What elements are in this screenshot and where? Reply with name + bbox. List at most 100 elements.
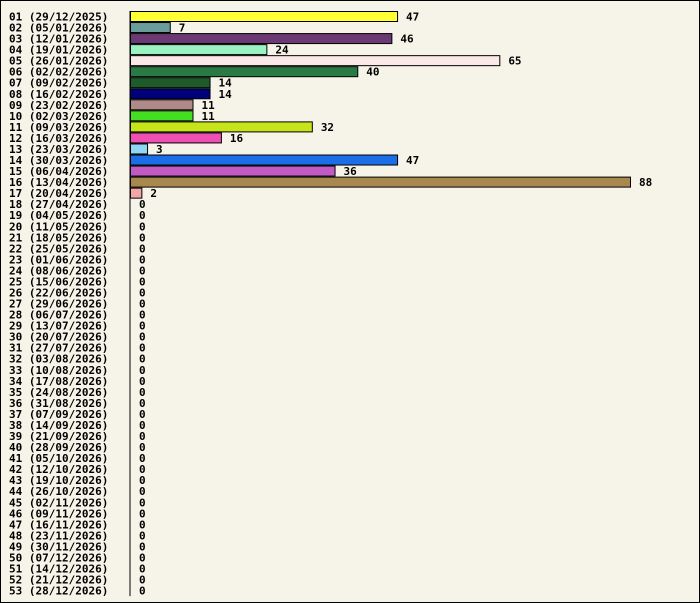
value-label: 0 [139, 264, 146, 277]
value-label: 0 [139, 507, 146, 520]
value-label: 0 [139, 485, 146, 498]
value-label: 14 [219, 88, 233, 101]
value-label: 0 [139, 529, 146, 542]
bar [130, 77, 211, 89]
value-label: 0 [139, 298, 146, 311]
category-label: 06 (02/02/2026) [9, 66, 108, 79]
value-label: 0 [139, 430, 146, 443]
value-label: 0 [139, 563, 146, 576]
category-label: 32 (03/08/2026) [9, 353, 108, 366]
category-label: 37 (07/09/2026) [9, 408, 108, 421]
value-label: 40 [366, 66, 379, 79]
bar [130, 88, 211, 100]
value-label: 24 [275, 44, 289, 57]
category-label: 49 (30/11/2026) [9, 540, 108, 553]
category-label: 08 (16/02/2026) [9, 88, 108, 101]
category-label: 07 (09/02/2026) [9, 77, 108, 90]
category-label: 42 (12/10/2026) [9, 463, 108, 476]
value-label: 0 [139, 397, 146, 410]
category-label: 28 (06/07/2026) [9, 309, 108, 322]
category-label: 31 (27/07/2026) [9, 342, 108, 355]
value-label: 7 [179, 22, 186, 35]
value-label: 32 [321, 121, 334, 134]
value-label: 36 [344, 165, 358, 178]
value-label: 0 [139, 220, 146, 233]
category-label: 03 (12/01/2026) [9, 33, 108, 46]
value-label: 11 [202, 110, 216, 123]
category-label: 40 (28/09/2026) [9, 441, 108, 454]
value-label: 0 [139, 231, 146, 244]
value-label: 47 [406, 154, 419, 167]
category-label: 01 (29/12/2025) [9, 11, 108, 24]
value-label: 11 [202, 99, 216, 112]
value-label: 0 [139, 574, 146, 587]
value-label: 0 [139, 474, 146, 487]
value-label: 0 [139, 287, 146, 300]
value-label: 0 [139, 408, 146, 421]
category-label: 39 (21/09/2026) [9, 430, 108, 443]
category-label: 09 (23/02/2026) [9, 99, 108, 112]
value-label: 14 [219, 77, 233, 90]
category-label: 51 (14/12/2026) [9, 563, 108, 576]
category-label: 52 (21/12/2026) [9, 574, 108, 587]
category-label: 48 (23/11/2026) [9, 529, 108, 542]
category-label: 26 (22/06/2026) [9, 287, 108, 300]
value-label: 0 [139, 551, 146, 564]
category-label: 12 (16/03/2026) [9, 132, 108, 145]
bar [130, 55, 501, 67]
category-label: 17 (20/04/2026) [9, 187, 108, 200]
bar [130, 11, 399, 22]
value-label: 0 [139, 320, 146, 333]
category-label: 20 (11/05/2026) [9, 220, 108, 233]
bar [130, 44, 268, 56]
category-label: 35 (24/08/2026) [9, 386, 108, 399]
value-label: 0 [139, 452, 146, 465]
category-label: 44 (26/10/2026) [9, 485, 108, 498]
category-label: 50 (07/12/2026) [9, 551, 108, 564]
value-label: 0 [139, 518, 146, 531]
bar [130, 66, 359, 78]
category-label: 11 (09/03/2026) [9, 121, 108, 134]
value-label: 0 [139, 198, 146, 211]
category-label: 16 (13/04/2026) [9, 176, 108, 189]
value-label: 0 [139, 253, 146, 266]
category-label: 23 (01/06/2026) [9, 253, 108, 266]
category-label: 21 (18/05/2026) [9, 231, 108, 244]
category-label: 14 (30/03/2026) [9, 154, 108, 167]
category-label: 15 (06/04/2026) [9, 165, 108, 178]
bar [130, 121, 313, 133]
value-label: 0 [139, 275, 146, 288]
value-label: 46 [400, 33, 414, 46]
bar [130, 99, 194, 111]
category-label: 41 (05/10/2026) [9, 452, 108, 465]
category-label: 34 (17/08/2026) [9, 375, 108, 388]
bar [130, 143, 149, 155]
bar [130, 33, 393, 45]
bar [130, 110, 194, 122]
value-label: 3 [156, 143, 163, 156]
category-label: 05 (26/01/2026) [9, 55, 108, 68]
category-label: 47 (16/11/2026) [9, 518, 108, 531]
value-label: 16 [230, 132, 244, 145]
category-label: 25 (15/06/2026) [9, 275, 108, 288]
bar [130, 22, 171, 34]
value-label: 0 [139, 463, 146, 476]
value-label: 0 [139, 364, 146, 377]
value-label: 0 [139, 386, 146, 399]
value-label: 0 [139, 540, 146, 553]
value-label: 65 [508, 55, 521, 68]
category-label: 13 (23/03/2026) [9, 143, 108, 156]
value-label: 0 [139, 375, 146, 388]
value-label: 88 [639, 176, 652, 189]
category-label: 02 (05/01/2026) [9, 22, 108, 35]
value-label: 0 [139, 419, 146, 432]
value-label: 0 [139, 353, 146, 366]
bar [130, 187, 143, 199]
category-label: 27 (29/06/2026) [9, 298, 108, 311]
value-label: 0 [139, 585, 146, 598]
value-label: 0 [139, 209, 146, 222]
value-label: 0 [139, 496, 146, 509]
bar [130, 154, 399, 166]
